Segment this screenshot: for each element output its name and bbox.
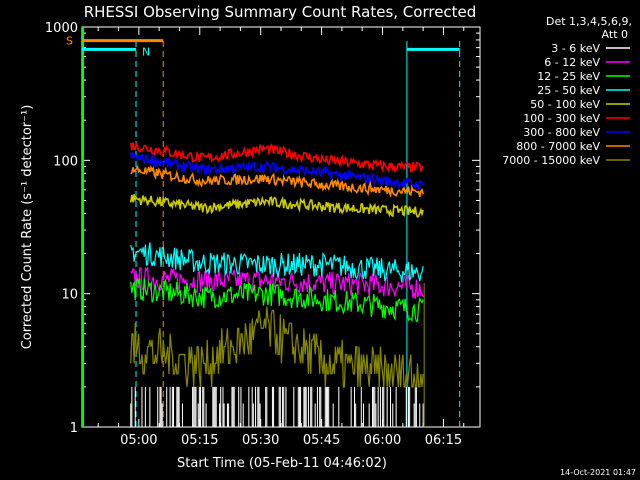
x-tick-label: 06:00 [364, 433, 401, 448]
legend-label: 7000 - 15000 keV [502, 154, 600, 167]
flag-label-s: S [66, 35, 73, 48]
series-line-50-100-kev [129, 194, 424, 218]
y-tick-label: 10 [61, 288, 78, 303]
x-tick-label: 06:15 [425, 433, 462, 448]
legend-label: 800 - 7000 keV [516, 140, 600, 153]
series-line-300-800-kev [129, 152, 424, 191]
y-tick-label: 1000 [45, 21, 78, 36]
chart-title: RHESSI Observing Summary Count Rates, Co… [84, 3, 477, 21]
series-line-25-50-kev [130, 242, 424, 283]
series-line-7000-15000-kev [130, 306, 424, 388]
plot-frame [81, 26, 481, 428]
x-tick-label: 05:30 [242, 433, 279, 448]
legend-label: 12 - 25 keV [537, 70, 600, 83]
x-tick-label: 05:45 [303, 433, 340, 448]
legend-label: 100 - 300 keV [523, 112, 600, 125]
y-axis-label: Corrected Count Rate (s⁻¹ detector⁻¹) [20, 105, 35, 350]
y-tick-label: 1 [70, 421, 78, 436]
y-tick-label: 100 [53, 154, 78, 169]
series-line-800-7000-kev [130, 164, 424, 199]
footer-timestamp: 14-Oct-2021 01:47 [560, 468, 636, 477]
x-tick-label: 05:15 [181, 433, 218, 448]
series-line-6-12-kev [130, 265, 424, 300]
x-tick-label: 05:00 [120, 433, 157, 448]
legend-label: 6 - 12 keV [544, 56, 600, 69]
legend-label: 25 - 50 keV [537, 84, 600, 97]
flag-label-n: N [142, 45, 150, 58]
series-line-100-300-kev [129, 142, 424, 174]
x-axis-label: Start Time (05-Feb-11 04:46:02) [177, 456, 387, 471]
legend-header-line1: Det 1,3,4,5,6,9, [546, 15, 632, 28]
legend-label: 3 - 6 keV [551, 42, 600, 55]
series-line-12-25-kev [130, 277, 424, 323]
legend-label: 300 - 800 keV [523, 126, 600, 139]
legend-label: 50 - 100 keV [530, 98, 600, 111]
legend-header-line2: Att 0 [602, 28, 628, 41]
